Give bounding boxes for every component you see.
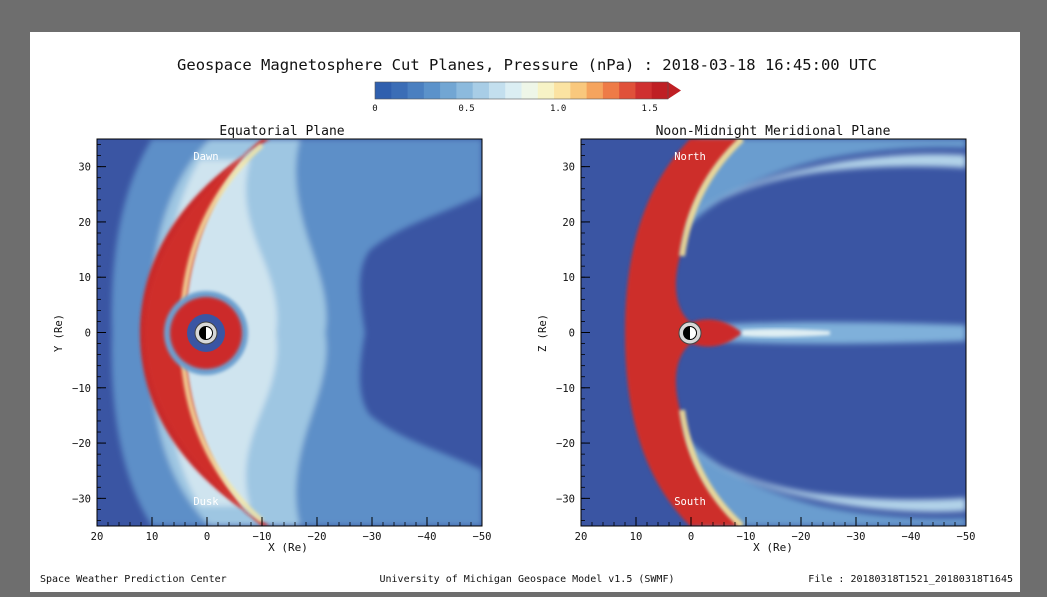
footer-right: File : 20180318T1521_20180318T1645 — [808, 574, 1013, 585]
colorbar-swatch — [521, 82, 539, 99]
south-label: South — [674, 496, 706, 508]
panel-title-equatorial: Equatorial Plane — [219, 124, 344, 139]
colorbar-tick-label: 1.0 — [550, 104, 566, 114]
colorbar-swatch — [375, 82, 392, 99]
colorbar-swatch — [505, 82, 522, 99]
x-tick-label: −40 — [418, 531, 437, 543]
magnetosheath-high-pressure — [140, 139, 270, 526]
colorbar-swatch — [602, 82, 620, 99]
meridional-plane-plot: 20 10 0 −10 −20 −30 −40 −50 30 20 10 0 −10 −20 −30 Nor… — [537, 138, 976, 554]
upper-lobe-boundary-outer — [650, 139, 966, 260]
x-tick-label: 0 — [688, 531, 694, 543]
earth-night-side — [199, 326, 206, 340]
axes-equatorial: 20 10 0 −10 −20 −30 −40 −50 30 20 10 0 −10 −20 −30 — [72, 144, 492, 543]
colorbar-swatch — [472, 82, 490, 99]
colorbar-swatch — [440, 82, 457, 99]
colorbar-swatch — [651, 82, 669, 99]
y-tick-label: 30 — [78, 162, 91, 174]
z-axis-label-meridional: Z (Re) — [537, 314, 549, 352]
y-tick-label: −30 — [72, 493, 91, 505]
colorbar-swatch — [554, 82, 571, 99]
x-tick-label: −20 — [792, 531, 811, 543]
footer-center: University of Michigan Geospace Model v1… — [379, 574, 674, 585]
x-tick-label: −40 — [902, 531, 921, 543]
colorbar-extend-arrow — [668, 82, 681, 99]
plasma-sheet-pale — [742, 328, 830, 338]
colorbar-swatch — [570, 82, 588, 99]
dawn-label: Dawn — [193, 151, 218, 163]
colorbar-swatch — [391, 82, 409, 99]
panel-title-meridional: Noon-Midnight Meridional Plane — [656, 124, 891, 139]
x-tick-label: −30 — [363, 531, 382, 543]
plasma-sheet-tail — [700, 322, 966, 344]
colorbar-swatch — [619, 82, 636, 99]
colorbar-tick-label: 0 — [372, 104, 377, 114]
y-tick-label: 10 — [78, 272, 91, 284]
y-tick-label: −10 — [72, 383, 91, 395]
y-tick-label: −10 — [556, 383, 575, 395]
y-tick-label: 20 — [562, 217, 575, 229]
x-tick-label: −10 — [737, 531, 756, 543]
x-tick-label: −50 — [957, 531, 976, 543]
colorbar-tick-label: 0.5 — [458, 104, 474, 114]
x-tick-label: 20 — [91, 531, 104, 543]
colorbar-border — [374, 81, 669, 100]
earth-night-side — [683, 326, 690, 340]
colorbar-swatch — [488, 82, 506, 99]
magnetosheath-core — [145, 150, 250, 516]
x-tick-label: 20 — [575, 531, 588, 543]
magnetosheath-upper-edge — [679, 139, 745, 257]
y-tick-label: 0 — [85, 328, 91, 340]
colorbar-swatch — [537, 82, 555, 99]
equatorial-plane-plot: 20 10 0 −10 −20 −30 −40 −50 30 20 10 0 −10 −20 −30 Daw… — [53, 138, 492, 554]
lower-lobe-boundary-outer — [650, 406, 966, 526]
magnetosheath-lower-edge — [679, 409, 745, 526]
colorbar-swatch — [407, 82, 425, 99]
colorbar-swatch — [586, 82, 604, 99]
x-axis-label-meridional: X (Re) — [753, 541, 793, 554]
x-tick-label: −50 — [473, 531, 492, 543]
upper-boundary-light — [650, 154, 966, 250]
x-tick-label: 10 — [146, 531, 159, 543]
y-tick-label: −20 — [72, 438, 91, 450]
x-tick-label: −20 — [308, 531, 327, 543]
y-axis-label-equatorial: Y (Re) — [53, 314, 65, 352]
figure-title: Geospace Magnetosphere Cut Planes, Press… — [177, 56, 877, 74]
footer-left: Space Weather Prediction Center — [40, 574, 227, 585]
axes-meridional: 20 10 0 −10 −20 −30 −40 −50 30 20 10 0 −10 −20 −30 — [556, 144, 976, 543]
y-tick-label: −30 — [556, 493, 575, 505]
x-tick-label: −10 — [253, 531, 272, 543]
x-axis-label-equatorial: X (Re) — [268, 541, 308, 554]
lower-boundary-light — [650, 416, 966, 512]
y-tick-label: 20 — [78, 217, 91, 229]
x-tick-label: 0 — [204, 531, 210, 543]
x-tick-label: −30 — [847, 531, 866, 543]
colorbar-swatch — [635, 82, 653, 99]
y-tick-label: 10 — [562, 272, 575, 284]
x-tick-label: 10 — [630, 531, 643, 543]
colorbar-tick-label: 1.5 — [642, 104, 658, 114]
y-tick-label: 30 — [562, 162, 575, 174]
dusk-label: Dusk — [193, 496, 219, 508]
plasma-sheet-core — [688, 319, 742, 347]
north-label: North — [674, 151, 706, 163]
colorbar-swatch — [456, 82, 474, 99]
colorbar-swatch — [423, 82, 441, 99]
colorbar: 0 0.5 1.0 1.5 — [372, 81, 681, 114]
y-tick-label: 0 — [569, 328, 575, 340]
y-tick-label: −20 — [556, 438, 575, 450]
